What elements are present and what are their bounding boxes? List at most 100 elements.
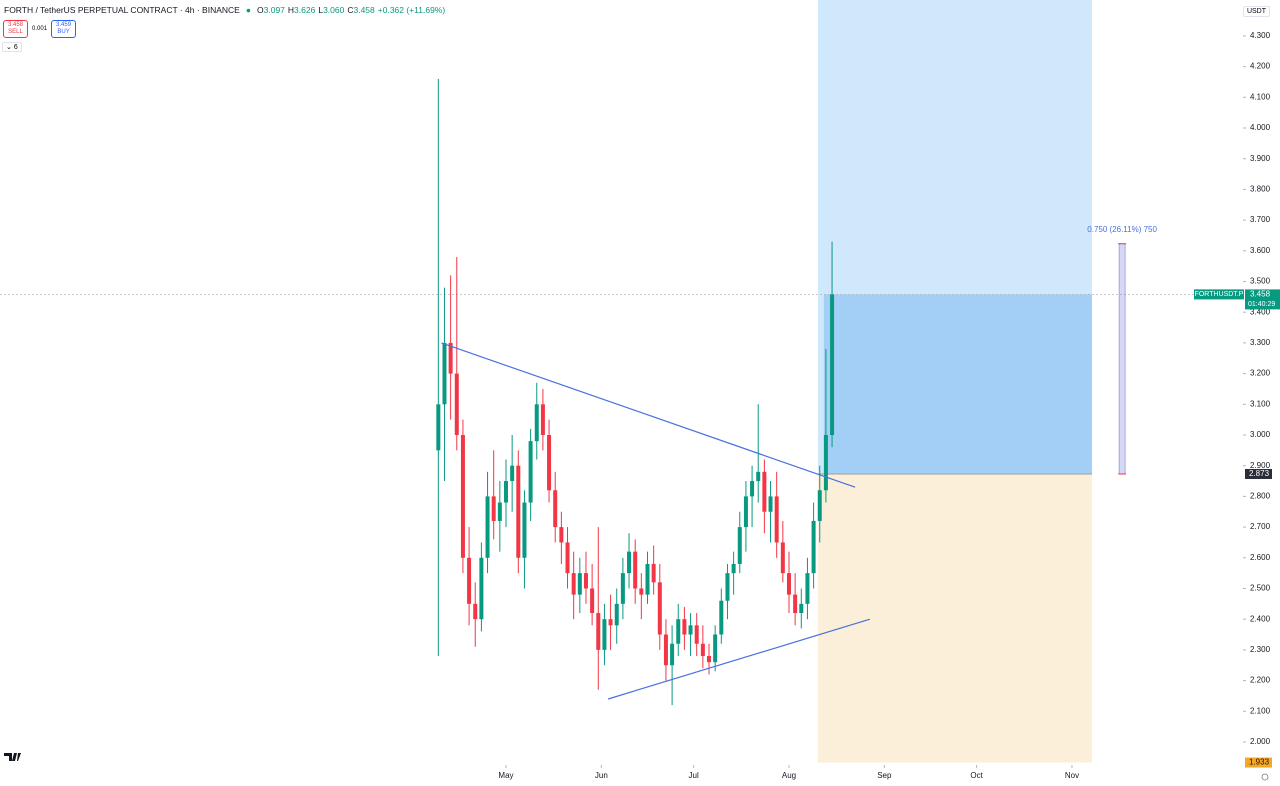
- candle-body: [460, 434, 465, 558]
- candle-body: [768, 496, 773, 512]
- sell-button[interactable]: 3.458 SELL: [3, 20, 29, 38]
- price-axis: [1243, 0, 1280, 786]
- candle-body: [830, 294, 835, 435]
- time-axis: [0, 765, 1280, 786]
- stop-tag-bg: [1245, 757, 1272, 768]
- candle-body: [793, 594, 798, 614]
- candle-body: [725, 573, 730, 601]
- buy-label: BUY: [57, 29, 70, 35]
- y-tick-label: 3.100: [1250, 399, 1271, 408]
- sell-label: SELL: [8, 29, 23, 35]
- candle-body: [448, 342, 453, 374]
- candle-body: [694, 625, 699, 644]
- candle-body: [577, 573, 582, 595]
- y-tick-label: 3.700: [1250, 215, 1271, 224]
- candle-body: [805, 573, 810, 604]
- ohlc-key: C: [347, 5, 354, 15]
- candle-body: [676, 619, 681, 644]
- candle-body: [442, 342, 447, 405]
- candle-body: [743, 496, 748, 528]
- candle-body: [534, 404, 539, 442]
- y-tick-label: 3.800: [1250, 185, 1271, 194]
- candle-body: [540, 404, 545, 435]
- x-tick-label: Aug: [782, 771, 796, 780]
- candle-body: [713, 634, 718, 663]
- trade-buttons: 3.458 SELL 0.001 3.459 BUY: [3, 20, 77, 38]
- candle-body: [774, 496, 779, 543]
- candle-body: [454, 373, 459, 435]
- y-tick-label: 3.600: [1250, 246, 1271, 255]
- candle-body: [651, 563, 656, 583]
- sell-price: 3.458: [8, 22, 24, 28]
- y-tick-label: 2.700: [1250, 522, 1271, 531]
- y-tick-label: 4.000: [1250, 123, 1271, 132]
- y-tick-label: 3.300: [1250, 338, 1271, 347]
- candle-body: [639, 588, 644, 595]
- candle-body: [811, 520, 816, 574]
- countdown: 01:40:29: [1248, 301, 1275, 308]
- buy-button[interactable]: 3.459 BUY: [51, 20, 77, 38]
- currency-button[interactable]: USDT: [1242, 6, 1270, 17]
- x-tick-label: Nov: [1065, 771, 1079, 780]
- candle-body: [583, 573, 588, 589]
- y-tick-label: 4.300: [1250, 31, 1271, 40]
- candle-body: [553, 490, 558, 528]
- last-price-tag-bg: [1245, 289, 1280, 310]
- symbol-tag-bg: [1194, 289, 1244, 300]
- entry-tag-bg: [1245, 468, 1272, 479]
- candle-body: [780, 542, 785, 574]
- candle-body: [491, 496, 496, 521]
- settings-icon: [1261, 773, 1269, 781]
- candle-body: [436, 404, 441, 451]
- y-tick-label: 2.000: [1250, 737, 1271, 746]
- candle-body: [602, 619, 607, 650]
- candle-body: [528, 441, 533, 503]
- buy-price: 3.459: [56, 22, 72, 28]
- candle-body: [670, 643, 675, 666]
- candle-body: [497, 502, 502, 521]
- ohlc-value: 3.060: [323, 5, 345, 15]
- trendline: [607, 618, 871, 700]
- candle-body: [571, 573, 576, 595]
- candle-body: [762, 471, 767, 512]
- y-tick-label: 3.200: [1250, 369, 1271, 378]
- candle-body: [663, 634, 668, 666]
- status-dot: ●: [245, 5, 251, 15]
- candle-body: [608, 619, 613, 626]
- ohlc-key: O: [257, 5, 264, 15]
- last-price-tag: 3.458: [1250, 290, 1271, 299]
- ohlc-values: O3.097 H3.626 L3.060 C3.458 +0.362 (+11.69%): [257, 5, 448, 15]
- x-tick-label: Jun: [595, 771, 608, 780]
- y-tick-label: 3.000: [1250, 430, 1271, 439]
- symbol-tag: FORTHUSDT.P: [1195, 291, 1244, 298]
- candle-body: [547, 434, 552, 491]
- y-tick-label: 4.200: [1250, 62, 1271, 71]
- candle-body: [627, 551, 632, 574]
- position-open-profit: [823, 294, 1092, 474]
- candle-body: [823, 434, 828, 491]
- y-tick-label: 2.300: [1250, 645, 1271, 654]
- candle-body: [620, 573, 625, 604]
- ohlc-value: +0.362 (+11.69%): [377, 5, 446, 15]
- indicators-toggle[interactable]: ⌄ 6: [2, 42, 22, 52]
- y-tick-label: 3.900: [1250, 154, 1271, 163]
- measure-label: 0.750 (26.11%) 750: [1087, 225, 1157, 234]
- position-loss-zone: [817, 473, 1092, 763]
- candle-body: [731, 563, 736, 574]
- trendline: [441, 342, 856, 488]
- ohlc-key: H: [287, 5, 295, 15]
- ohlc-value: 3.626: [294, 5, 316, 15]
- candle-body: [707, 656, 712, 663]
- candle-body: [756, 471, 761, 482]
- header: FORTH / TetherUS PERPETUAL CONTRACT · 4h…: [4, 5, 448, 15]
- candle-body: [510, 465, 515, 482]
- candle-body: [645, 563, 650, 595]
- y-tick-label: 3.500: [1250, 277, 1271, 286]
- candle-body: [700, 643, 705, 657]
- y-tick-label: 2.800: [1250, 491, 1271, 500]
- y-tick-label: 2.900: [1250, 461, 1271, 470]
- y-tick-label: 2.500: [1250, 584, 1271, 593]
- candle-body: [473, 603, 478, 620]
